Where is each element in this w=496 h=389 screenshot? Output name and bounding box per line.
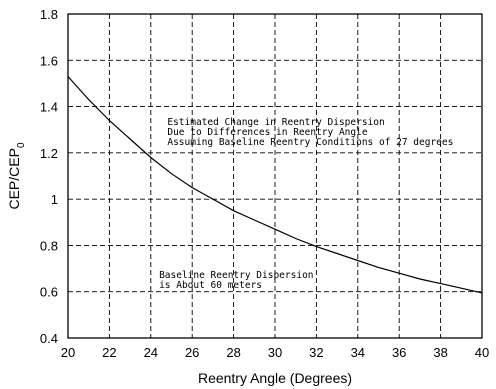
annotation-1-line: Estimated Change in Reentry Dispersion bbox=[167, 117, 384, 128]
x-tick-label: 28 bbox=[226, 345, 240, 360]
annotation-2-line: Baseline Reentry Dispersion bbox=[159, 270, 313, 281]
x-tick-label: 36 bbox=[392, 345, 406, 360]
x-tick-label: 30 bbox=[268, 345, 282, 360]
y-axis-label-subscript: 0 bbox=[16, 142, 27, 148]
annotation-1-line: Assuming Baseline Reentry Conditions of … bbox=[167, 137, 453, 148]
series-line-cep-ratio bbox=[67, 76, 483, 294]
x-tick-label: 32 bbox=[309, 345, 323, 360]
x-tick-label: 38 bbox=[433, 345, 447, 360]
x-tick-label: 40 bbox=[475, 345, 489, 360]
y-tick-labels: 0.4 0.6 0.8 1 1.2 1.4 1.6 1.8 bbox=[40, 7, 58, 346]
x-tick-label: 24 bbox=[144, 345, 158, 360]
y-tick-label: 1.8 bbox=[40, 7, 58, 22]
y-tick-label: 1 bbox=[51, 192, 58, 207]
y-tick-label: 1.6 bbox=[40, 53, 58, 68]
y-tick-label: 0.8 bbox=[40, 238, 58, 253]
y-tick-label: 1.2 bbox=[40, 146, 58, 161]
svg-text:CEP/CEP0: CEP/CEP0 bbox=[6, 142, 27, 209]
plot-frame bbox=[67, 13, 483, 339]
y-tick-label: 0.4 bbox=[40, 331, 58, 346]
x-tick-label: 22 bbox=[102, 345, 116, 360]
annotation-2-line: is About 60 meters bbox=[159, 280, 262, 291]
x-axis-label: Reentry Angle (Degrees) bbox=[198, 370, 352, 386]
x-tick-label: 20 bbox=[61, 345, 75, 360]
x-tick-labels: 20 22 24 26 28 30 32 34 36 38 40 bbox=[61, 345, 489, 360]
y-axis-label: CEP/CEP0 bbox=[6, 142, 27, 209]
x-tick-label: 26 bbox=[185, 345, 199, 360]
y-axis-label-main: CEP/CEP bbox=[6, 148, 22, 209]
grid-lines bbox=[68, 14, 482, 338]
y-tick-label: 1.4 bbox=[40, 100, 58, 115]
annotations: Estimated Change in Reentry DispersionDu… bbox=[159, 117, 453, 291]
annotation-1-line: Due to Differences in Reentry Angle bbox=[167, 127, 367, 138]
y-tick-label: 0.6 bbox=[40, 285, 58, 300]
x-tick-label: 34 bbox=[351, 345, 365, 360]
